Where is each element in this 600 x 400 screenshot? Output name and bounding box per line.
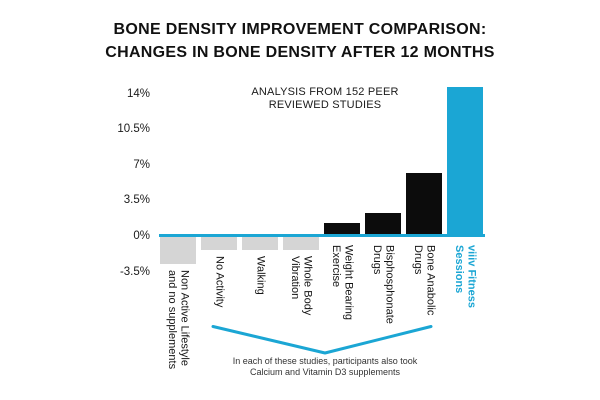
chart-title-line1: BONE DENSITY IMPROVEMENT COMPARISON: bbox=[113, 21, 487, 38]
bar-no-activity bbox=[201, 237, 237, 251]
y-axis-tick-7: 7% bbox=[133, 158, 150, 171]
bar-walking bbox=[242, 237, 278, 251]
supplements-note: In each of these studies, participants a… bbox=[232, 356, 418, 377]
zero-axis-line bbox=[159, 234, 485, 237]
x-axis-label-weight-bearing-exercise: Weight Bearing Exercise bbox=[330, 245, 355, 321]
y-axis-tick-0: 0% bbox=[133, 230, 150, 242]
bar-whole-body-vibration bbox=[283, 237, 319, 251]
chart-title: BONE DENSITY IMPROVEMENT COMPARISON: CHA… bbox=[0, 18, 600, 64]
x-axis-label-non-active-lifestyle-and-no-supplements: Non Active Lifestyle and no supplements bbox=[166, 269, 191, 369]
x-axis-label-no-activity: No Activity bbox=[213, 256, 226, 308]
x-axis-label-viiiv-fitness-sessions: viiiv Fitness Sessions bbox=[453, 245, 478, 308]
study-annotation: ANALYSIS FROM 152 PEER REVIEWED STUDIES bbox=[251, 86, 399, 111]
bar-bisphosphonate-drugs bbox=[365, 212, 401, 234]
bar-non-active-lifestyle-and-no-supplements bbox=[160, 237, 196, 264]
bar-weight-bearing-exercise bbox=[324, 222, 360, 234]
bar-viiiv-fitness-sessions bbox=[447, 87, 483, 234]
y-axis-tick-14: 14% bbox=[126, 87, 150, 100]
x-axis-label-walking: Walking bbox=[254, 256, 267, 295]
chart-title-line2: CHANGES IN BONE DENSITY AFTER 12 MONTHS bbox=[105, 44, 495, 61]
y-axis-tick-3-5: -3.5% bbox=[119, 265, 150, 278]
x-axis-label-bisphosphonate-drugs: Bisphosphonate Drugs bbox=[371, 245, 396, 324]
y-axis-tick-3-5: 3.5% bbox=[123, 194, 150, 207]
x-axis-label-whole-body-vibration: Whole Body Vibration bbox=[289, 256, 314, 316]
y-axis-tick-10-5: 10.5% bbox=[117, 123, 150, 136]
x-axis-label-bone-anabolic-drugs: Bone Anabolic Drugs bbox=[412, 245, 437, 316]
bar-bone-anabolic-drugs bbox=[406, 172, 442, 234]
